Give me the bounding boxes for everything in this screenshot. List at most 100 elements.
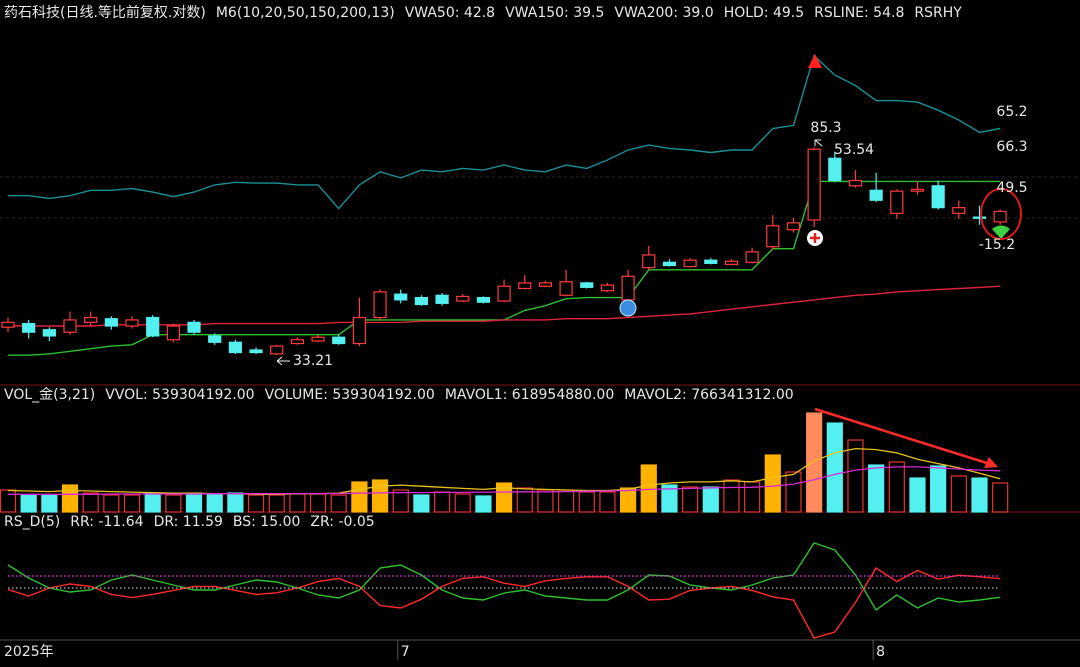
header-item: VWA50: 42.8 [405,5,495,21]
trend-arrow-head [984,457,998,468]
candle-body [1,321,15,328]
header-item: M6(10,20,50,150,200,13) [216,5,395,21]
annotation: 33.21 [293,353,333,369]
header-item: RR: -11.64 [70,514,143,530]
candle-body [786,222,801,231]
volume-bar [888,461,905,513]
volume-bar [351,481,368,513]
candle-body [42,329,56,337]
candle-body [270,345,284,355]
candle-body [662,261,677,267]
annotation: 66.3 [996,139,1027,155]
volume-bar [185,492,203,513]
volume-bar [413,494,430,513]
candle-body [228,341,242,354]
candle-body [642,254,656,269]
signal-marker [619,299,637,317]
volume-bar [806,412,823,513]
candle-body [807,148,821,221]
candle-body [952,207,966,214]
volume-bar [537,489,554,513]
candle-body [518,282,532,290]
annotation: -15.2 [979,237,1015,253]
candle-body [414,296,428,306]
volume-bar [930,465,947,513]
header-item: VVOL: 539304192.00 [105,387,254,403]
volume-bar [992,482,1009,513]
volume-bar [950,475,967,513]
candle-body [249,349,263,354]
candle-body [766,225,780,248]
volume-bar [682,486,699,513]
volume-bar [475,495,492,513]
volume-bar [289,493,306,513]
candle-body [125,319,139,327]
volume-bar [165,494,182,513]
volume-bar [227,492,244,513]
volume-bar [247,494,265,513]
average-line [8,466,1001,495]
candle-body [352,316,366,345]
candle-body [828,157,842,182]
candle-body [931,185,945,209]
header-item: MAVOL2: 766341312.00 [624,387,793,403]
volume-bar [330,494,347,513]
volume-bar [723,479,740,513]
candle-body [394,293,408,301]
header-item: DR: 11.59 [154,514,223,530]
volume-bar [0,489,17,513]
plot-layer [0,54,1009,639]
volume-bar [144,492,161,513]
volume-bar [516,487,533,513]
candle-body [63,319,77,333]
volume-bar [661,484,678,513]
candle-body [869,189,883,201]
volume-bar [971,477,988,513]
indicator-line [7,542,1001,612]
volume-bar [454,493,471,513]
volume-bar [309,493,327,513]
candle-body [621,275,635,301]
candle-body [848,179,863,187]
candle-body [538,282,553,287]
volume-bar [599,491,616,513]
signal-icon [992,225,1010,239]
annotation: 49.5 [996,180,1027,196]
header-item: ZR: -0.05 [310,514,374,530]
candle-body [745,251,759,263]
volume-bar [433,491,451,513]
header-item: VWA150: 39.5 [505,5,604,21]
header-item: RSRHY [914,5,962,21]
volume-bar [371,479,389,513]
x-tick-label: 8 [876,644,885,660]
header-item: HOLD: 49.5 [724,5,804,21]
candle-body [84,316,98,323]
candle-body [890,190,904,214]
candle-body [146,316,160,337]
volume-bar [495,482,513,513]
candle-body [600,284,615,292]
label-arrow [276,356,290,366]
volume-bar [702,486,719,513]
candle-body [456,295,470,302]
volume-bar [640,464,657,513]
candle-body [104,318,118,327]
candle-body [559,281,573,296]
header-item: 药石科技(日线.等比前复权.对数) [4,4,206,21]
volume-bar [103,494,120,513]
candle-body [22,322,36,333]
candle-body [166,325,180,341]
volume-bar [20,494,37,513]
label-arrow [814,139,823,147]
header-item: VOLUME: 539304192.00 [265,387,435,403]
volume-bar [764,454,781,513]
candle-body [373,291,387,319]
candle-body [497,285,511,302]
candle-body [311,336,325,342]
candle-body [290,339,304,345]
indicator-line [7,567,1001,639]
volume-bar [847,439,864,513]
header-item: VWA200: 39.0 [614,5,713,21]
volume-bar [392,489,409,513]
